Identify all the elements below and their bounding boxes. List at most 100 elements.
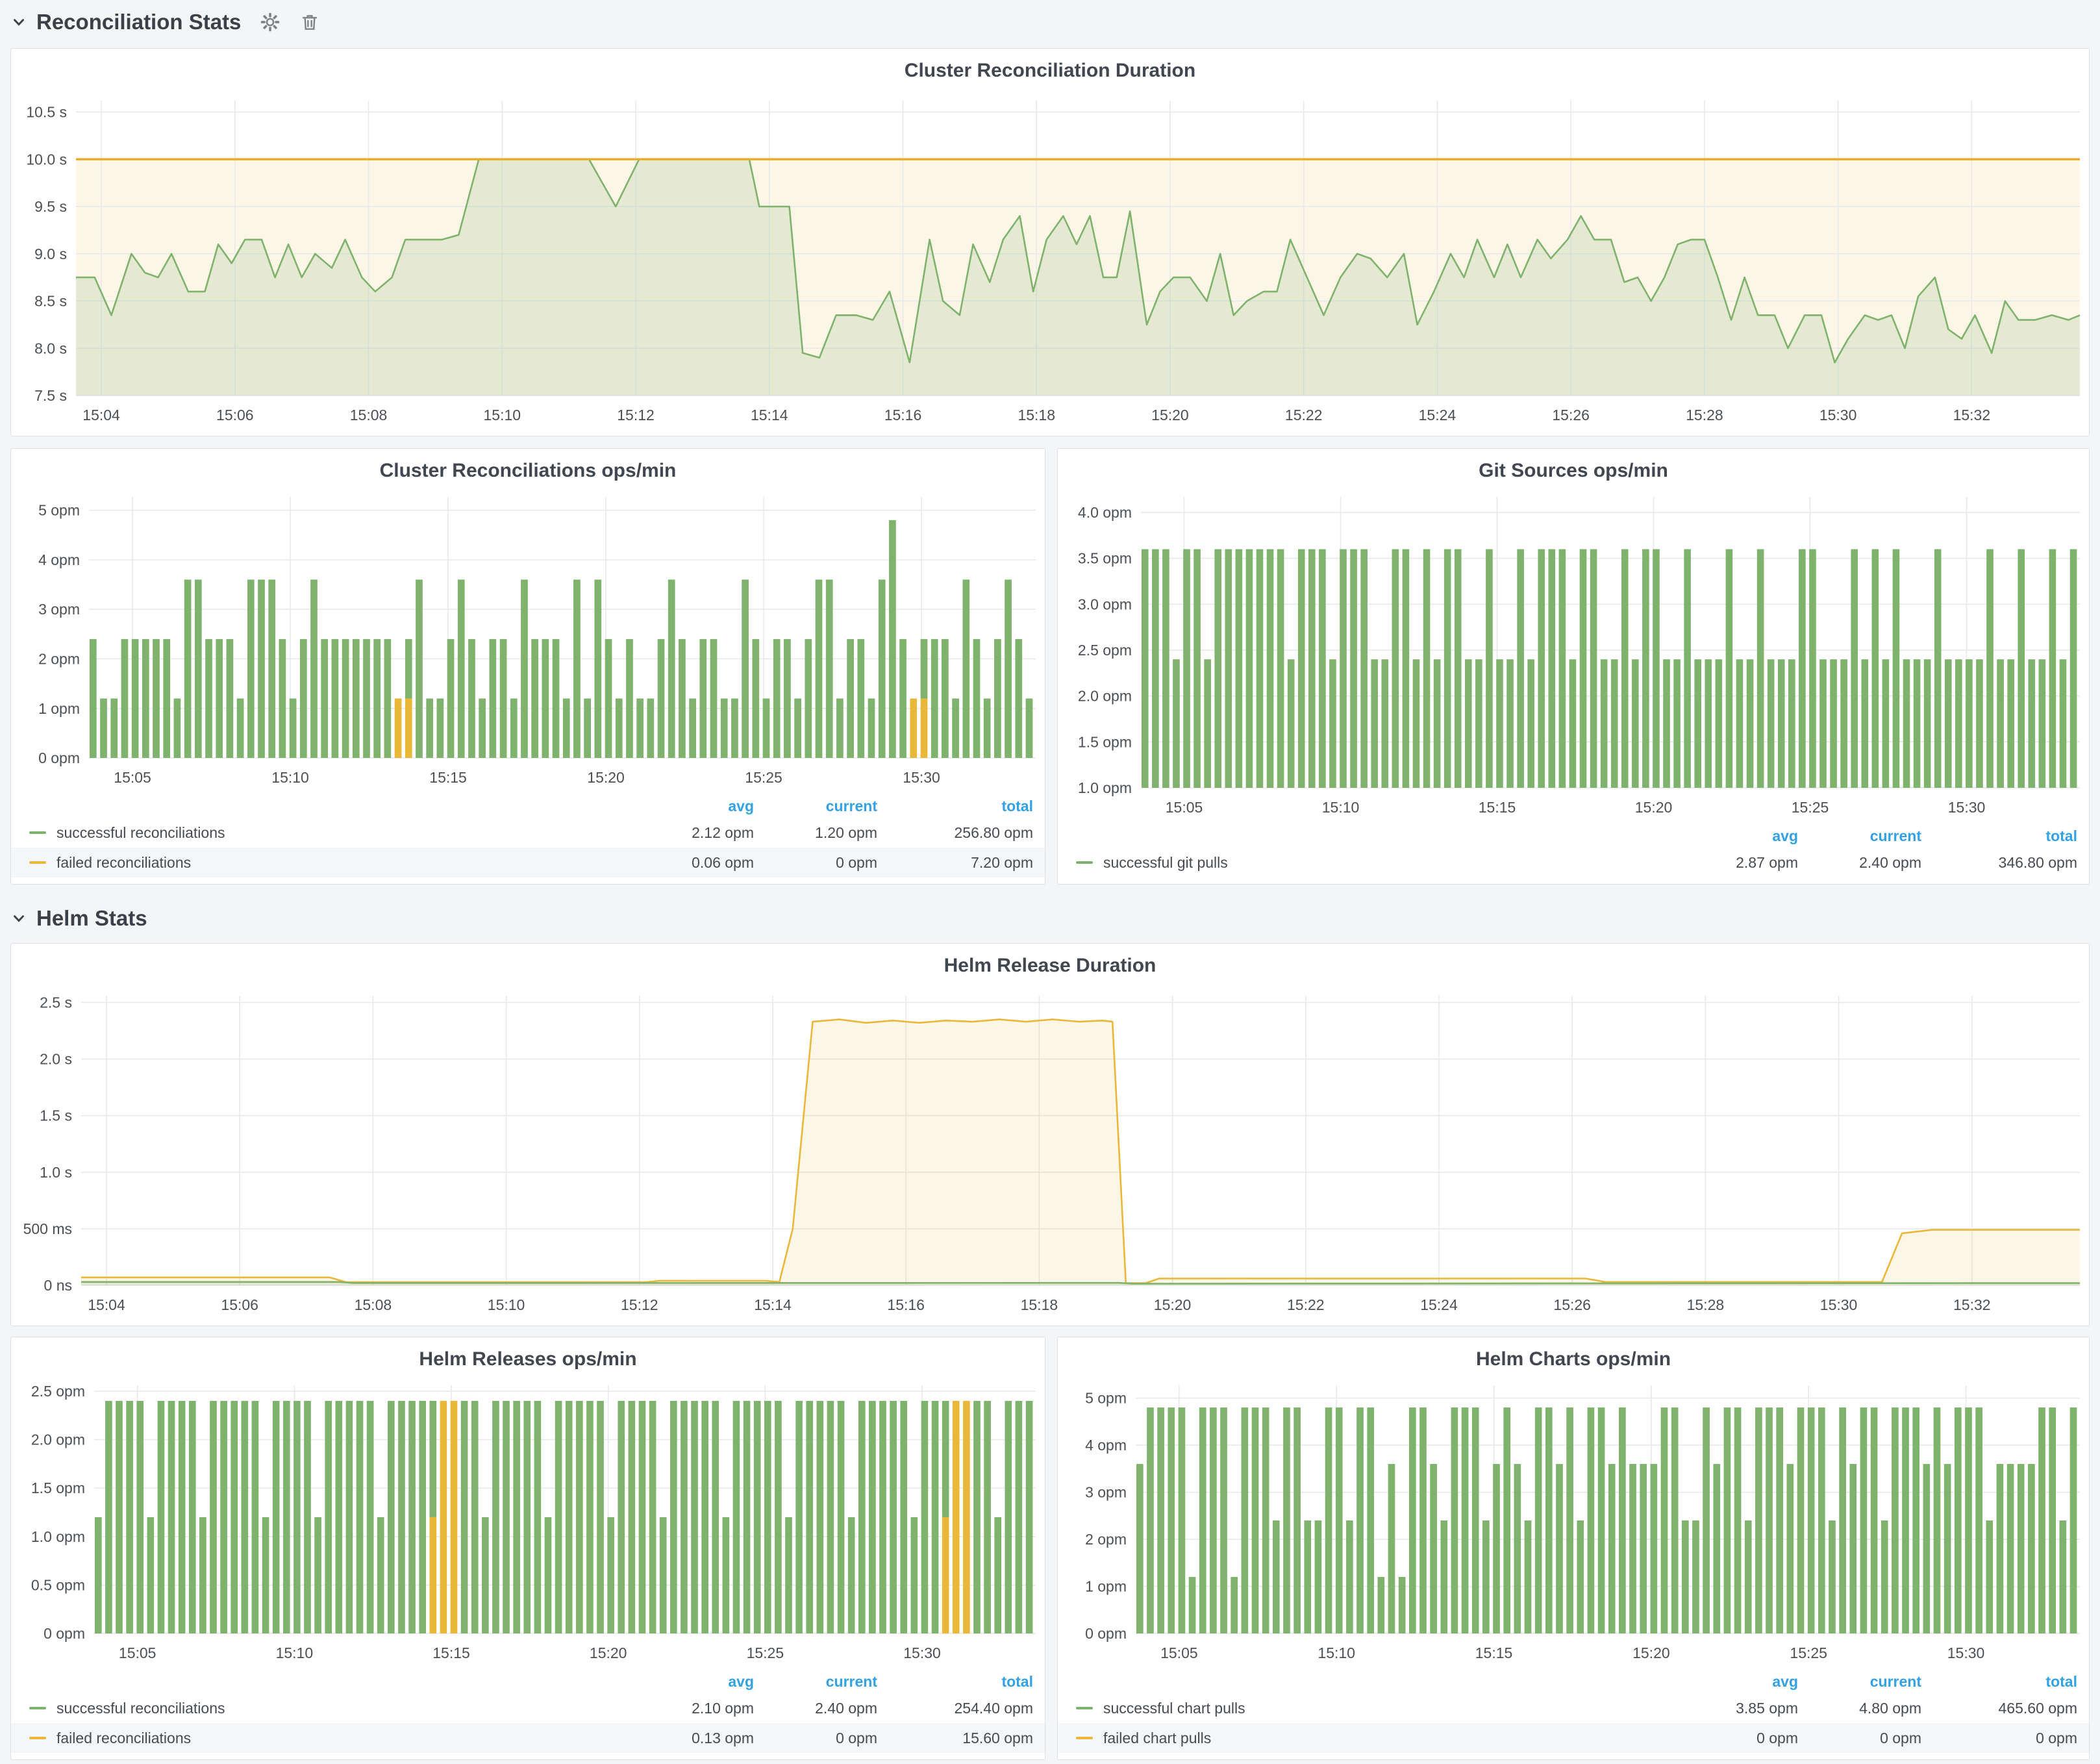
cluster-ops-chart[interactable]: 5 opm 4 opm 3 opm 2 opm 1 opm 0 opm 15:05 15:10… xyxy=(11,488,1045,794)
series-name[interactable]: successful chart pulls xyxy=(1103,1699,1245,1717)
series-total: 7.20 opm xyxy=(971,853,1033,871)
svg-text:3.5 opm: 3.5 opm xyxy=(1078,550,1132,567)
legend-row-successful: successful git pulls 2.87 opm 2.40 opm 3… xyxy=(1058,848,2089,877)
svg-text:15:24: 15:24 xyxy=(1420,1296,1458,1313)
legend-col-total[interactable]: total xyxy=(2045,1672,2077,1690)
svg-text:15:10: 15:10 xyxy=(484,407,521,423)
legend-col-avg[interactable]: avg xyxy=(728,1672,754,1690)
section-reconciliation-stats: Reconciliation Stats xyxy=(10,4,320,40)
panel-title[interactable]: Helm Charts ops/min xyxy=(1475,1348,1671,1370)
section-title[interactable]: Helm Stats xyxy=(36,906,147,930)
panel-title[interactable]: Cluster Reconciliations ops/min xyxy=(379,460,677,481)
svg-text:15:05: 15:05 xyxy=(114,769,151,786)
series-avg: 2.87 opm xyxy=(1736,853,1798,871)
svg-text:15:12: 15:12 xyxy=(617,407,655,423)
series-current: 0 opm xyxy=(836,853,877,871)
series-name[interactable]: failed reconciliations xyxy=(56,1729,192,1746)
svg-text:8.5 s: 8.5 s xyxy=(34,293,67,310)
series-current: 1.20 opm xyxy=(815,824,877,841)
series-avg: 2.10 opm xyxy=(692,1699,754,1717)
series-total: 346.80 opm xyxy=(1998,853,2077,871)
legend-col-current[interactable]: current xyxy=(825,797,877,814)
series-current: 4.80 opm xyxy=(1859,1699,1921,1717)
svg-text:8.0 s: 8.0 s xyxy=(34,340,67,357)
svg-text:15:26: 15:26 xyxy=(1553,1296,1591,1313)
svg-text:15:25: 15:25 xyxy=(1792,799,1829,816)
series-current: 2.40 opm xyxy=(1859,853,1921,871)
section-title[interactable]: Reconciliation Stats xyxy=(36,10,242,34)
legend-row-failed: failed chart pulls 0 opm 0 opm 0 opm xyxy=(1058,1723,2089,1753)
svg-text:15:32: 15:32 xyxy=(1953,407,1991,423)
legend-col-total[interactable]: total xyxy=(1001,797,1033,814)
svg-text:15:25: 15:25 xyxy=(745,769,782,786)
svg-text:15:08: 15:08 xyxy=(350,407,388,423)
svg-text:15:05: 15:05 xyxy=(1160,1644,1198,1661)
cluster-duration-chart[interactable]: 10.5 s 10.0 s 9.5 s 9.0 s 8.5 s 8.0 s 7.5 s 15:… xyxy=(11,88,2089,436)
svg-text:15:15: 15:15 xyxy=(1479,799,1516,816)
helm-duration-chart[interactable]: 2.5 s 2.0 s 1.5 s 1.0 s 500 ms 0 ns 15:04 15:06… xyxy=(11,983,2089,1326)
legend-col-avg[interactable]: avg xyxy=(728,797,754,814)
panel-title[interactable]: Git Sources ops/min xyxy=(1479,460,1668,481)
svg-text:10.5 s: 10.5 s xyxy=(26,104,67,121)
svg-text:15:06: 15:06 xyxy=(216,407,254,423)
svg-text:3 opm: 3 opm xyxy=(1085,1484,1127,1501)
helm-releases-chart[interactable]: 2.5 opm 2.0 opm 1.5 opm 1.0 opm 0.5 opm 0 opm… xyxy=(11,1376,1045,1670)
series-avg: 0.06 opm xyxy=(692,853,754,871)
panel-title[interactable]: Helm Releases ops/min xyxy=(419,1348,637,1370)
svg-text:10.0 s: 10.0 s xyxy=(26,151,67,168)
legend-row-failed: failed reconciliations 0.06 opm 0 opm 7.… xyxy=(11,848,1045,877)
chevron-down-icon[interactable] xyxy=(10,910,27,927)
svg-text:15:12: 15:12 xyxy=(621,1296,658,1313)
panel-git-sources-ops: Git Sources ops/min 4.0 opm 3.5 opm 3.0 op… xyxy=(1057,448,2090,885)
svg-text:15:20: 15:20 xyxy=(1151,407,1189,423)
svg-text:1.5 s: 1.5 s xyxy=(40,1107,72,1124)
svg-text:1.0 opm: 1.0 opm xyxy=(31,1528,85,1545)
legend-col-avg[interactable]: avg xyxy=(1772,1672,1798,1690)
series-total: 465.60 opm xyxy=(1998,1699,2077,1717)
svg-text:15:25: 15:25 xyxy=(1790,1644,1827,1661)
legend-col-avg[interactable]: avg xyxy=(1772,827,1798,844)
panel-title[interactable]: Helm Release Duration xyxy=(944,955,1156,976)
series-name[interactable]: failed chart pulls xyxy=(1103,1729,1212,1746)
svg-text:15:10: 15:10 xyxy=(1322,799,1360,816)
legend: avg current total successful git pulls 2… xyxy=(1058,824,2089,884)
panel-cluster-reconciliation-duration: Cluster Reconciliation Duration 10.5 s 10… xyxy=(10,48,2090,436)
legend-col-total[interactable]: total xyxy=(1001,1672,1033,1690)
panel-title[interactable]: Cluster Reconciliation Duration xyxy=(904,60,1196,81)
trash-icon[interactable] xyxy=(299,12,320,32)
svg-text:15:16: 15:16 xyxy=(887,1296,925,1313)
svg-text:15:28: 15:28 xyxy=(1686,407,1723,423)
series-avg: 3.85 opm xyxy=(1736,1699,1798,1717)
series-current: 0 opm xyxy=(1880,1729,1921,1746)
legend-header: avg current total xyxy=(11,794,1045,818)
legend-col-current[interactable]: current xyxy=(1869,1672,1921,1690)
git-sources-chart[interactable]: 4.0 opm 3.5 opm 3.0 opm 2.5 opm 2.0 opm 1.5 o… xyxy=(1058,488,2089,824)
svg-text:15:30: 15:30 xyxy=(1819,407,1857,423)
svg-text:2 opm: 2 opm xyxy=(38,650,80,667)
series-name[interactable]: successful reconciliations xyxy=(56,1699,225,1717)
svg-text:0 opm: 0 opm xyxy=(1085,1625,1127,1642)
series-name[interactable]: successful reconciliations xyxy=(56,824,225,841)
series-color-dash-icon xyxy=(1076,861,1093,864)
svg-text:4 opm: 4 opm xyxy=(1085,1437,1127,1454)
svg-text:1.0 opm: 1.0 opm xyxy=(1078,779,1132,796)
svg-text:15:06: 15:06 xyxy=(221,1296,258,1313)
svg-text:2.5 opm: 2.5 opm xyxy=(1078,642,1132,659)
svg-text:4.0 opm: 4.0 opm xyxy=(1078,504,1132,521)
svg-text:15:14: 15:14 xyxy=(751,407,788,423)
chevron-down-icon[interactable] xyxy=(10,14,27,31)
series-name[interactable]: successful git pulls xyxy=(1103,853,1228,871)
helm-charts-chart[interactable]: 5 opm 4 opm 3 opm 2 opm 1 opm 0 opm 15:05 15:10… xyxy=(1058,1376,2089,1670)
svg-text:15:15: 15:15 xyxy=(1475,1644,1513,1661)
svg-text:15:30: 15:30 xyxy=(903,769,940,786)
gear-icon[interactable] xyxy=(259,11,281,33)
legend-col-total[interactable]: total xyxy=(2045,827,2077,844)
legend-col-current[interactable]: current xyxy=(1869,827,1921,844)
legend-col-current[interactable]: current xyxy=(825,1672,877,1690)
svg-text:15:20: 15:20 xyxy=(1635,799,1673,816)
series-name[interactable]: failed reconciliations xyxy=(56,853,192,871)
legend-row-failed: failed reconciliations 0.13 opm 0 opm 15… xyxy=(11,1723,1045,1753)
panel-helm-charts-ops: Helm Charts ops/min 5 opm 4 opm 3 opm 2 opm… xyxy=(1057,1337,2090,1760)
series-color-dash-icon xyxy=(1076,1737,1093,1739)
svg-text:4 opm: 4 opm xyxy=(38,551,80,568)
